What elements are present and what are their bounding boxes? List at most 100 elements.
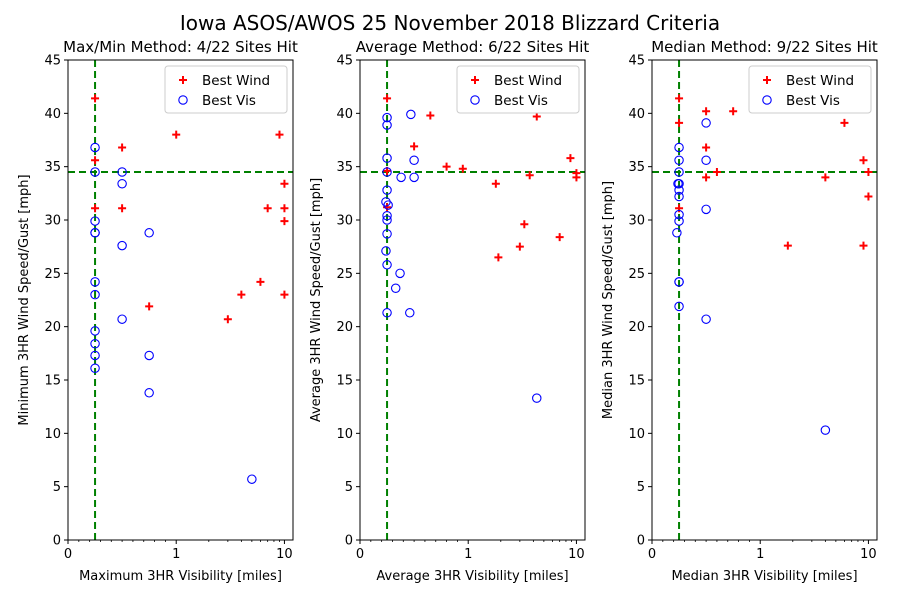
vis-point [382,167,392,177]
legend-wind-label: Best Wind [786,73,854,89]
y-tick-label: 0 [637,534,645,549]
y-tick-label: 20 [44,320,61,335]
x-tick-label: 0 [356,547,364,562]
legend-vis-marker [178,95,188,105]
vis-point [144,350,154,361]
x-axis-label: Maximum 3HR Visibility [miles] [79,569,282,584]
vis-point [674,178,684,189]
wind-point [172,130,181,139]
panel-title: Average Method: 6/22 Sites Hit [356,38,590,56]
x-tick-label: 0 [648,547,656,562]
vis-point [674,216,684,226]
vis-point [532,393,542,403]
vis-point [90,167,100,177]
vis-point [395,268,405,279]
y-tick-label: 45 [44,54,61,69]
vis-point [701,155,711,166]
y-tick-label: 35 [628,160,645,175]
best-wind-series [91,94,289,324]
y-tick-label: 35 [336,160,353,175]
y-tick-label: 25 [628,267,645,282]
y-tick-label: 25 [336,267,353,282]
panel-title: Median Method: 9/22 Sites Hit [651,38,878,56]
legend-vis-marker [470,95,480,105]
wind-point [532,112,541,121]
wind-point [675,118,684,127]
vis-point [396,172,406,183]
vis-point [90,142,100,153]
vis-point [820,425,831,435]
wind-point [145,302,154,311]
y-tick-label: 5 [637,480,645,495]
best-vis-series [672,118,831,435]
legend-box [164,65,288,114]
vis-point [674,142,684,153]
wind-point [223,315,232,324]
legend-wind-marker [763,76,771,84]
y-tick-label: 40 [44,107,61,122]
vis-point [247,474,257,484]
wind-point [783,241,792,250]
y-tick-label: 30 [336,214,353,229]
vis-point [117,178,127,189]
legend-box [456,65,580,114]
y-tick-label: 45 [336,54,353,69]
vis-point [409,155,419,166]
wind-point [525,171,534,180]
y-tick-label: 20 [628,320,645,335]
wind-point [494,253,503,262]
y-tick-label: 5 [345,480,353,495]
x-axis-label: Average 3HR Visibility [miles] [376,569,568,584]
vis-point [382,215,392,225]
wind-point [263,204,272,213]
vis-point [90,216,100,226]
wind-point [520,220,529,229]
vis-point [382,210,392,221]
vis-point [701,118,711,128]
vis-point [672,228,682,238]
wind-point [712,168,721,176]
legend: Best Wind Best Vis [748,65,872,114]
y-tick-label: 45 [628,54,645,69]
legend-wind-marker [471,76,479,84]
wind-point [864,168,873,176]
vis-point [90,350,100,361]
x-tick-label: 10 [568,547,585,562]
y-tick-label: 15 [628,374,645,389]
best-vis-series [381,109,542,403]
vis-point [117,314,127,324]
best-vis-series [90,142,257,484]
y-tick-label: 20 [336,320,353,335]
wind-point [702,107,711,116]
wind-point [410,142,419,151]
wind-point [280,204,289,213]
vis-point [383,200,393,210]
y-tick-label: 10 [336,427,353,442]
y-tick-label: 10 [44,427,61,442]
legend: Best Wind Best Vis [456,65,580,114]
panel-title: Max/Min Method: 4/22 Sites Hit [63,38,298,56]
chart-panel-1: Max/Min Method: 4/22 Sites Hit0510152025… [17,38,298,584]
vis-point [382,112,392,123]
legend-vis-label: Best Vis [786,93,840,109]
wind-point [256,277,265,286]
wind-point [426,111,435,120]
wind-point [118,204,127,213]
x-tick-label: 1 [464,547,472,562]
vis-point [382,153,392,163]
plot-frame [359,59,586,541]
wind-point [275,130,284,139]
vis-point [674,191,684,202]
wind-point [383,94,392,103]
vis-point [144,388,154,398]
wind-point [458,164,467,173]
wind-point [515,242,524,251]
wind-point [237,290,246,299]
legend-vis-label: Best Vis [494,93,548,109]
legend-box [748,65,872,114]
vis-point [701,314,711,324]
y-tick-label: 15 [336,374,353,389]
y-tick-label: 25 [44,267,61,282]
figure-title: Iowa ASOS/AWOS 25 November 2018 Blizzard… [180,11,720,35]
